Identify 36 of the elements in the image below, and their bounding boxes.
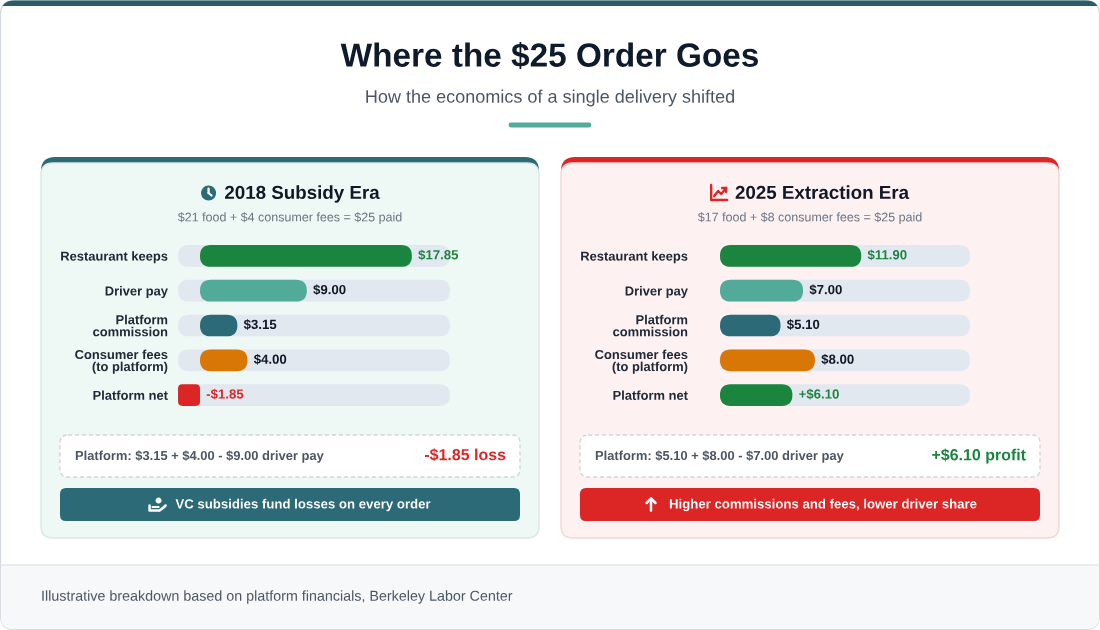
- text: Illustrative breakdown based on platform financials, Berkeley Labor Center: [42, 590, 513, 604]
- text: VC subsidies fund losses on every order: [175, 498, 431, 512]
- data-label: -$1.85: [206, 388, 244, 400]
- y-tick-label: Driver pay: [625, 286, 688, 299]
- chart-subtitle: $17 food + $8 consumer fees = $25 paid: [697, 212, 922, 224]
- y-tick-label: Consumer fees (to platform): [595, 349, 688, 374]
- data-label: $3.15: [243, 319, 277, 330]
- data-label: $17.85: [418, 249, 459, 261]
- text: Where the $25 Order Goes: [340, 41, 758, 70]
- y-tick-label: Restaurant keeps: [61, 251, 168, 264]
- y-tick-label: Consumer fees (to platform): [75, 349, 168, 374]
- text: +$6.10 profit: [932, 448, 1026, 464]
- y-tick-label: Restaurant keeps: [581, 251, 688, 264]
- data-label: $8.00: [821, 353, 854, 365]
- y-tick-label: Platform net: [613, 390, 688, 400]
- text: -$1.85 loss: [424, 448, 506, 462]
- data-label: $4.00: [253, 353, 287, 365]
- y-tick-label: Platform net: [93, 390, 168, 400]
- bar: [178, 384, 200, 406]
- data-label: $11.90: [867, 249, 907, 261]
- data-label: $9.00: [313, 284, 346, 296]
- text: How the economics of a single delivery shifted: [366, 89, 735, 107]
- data-label: $7.00: [809, 284, 842, 296]
- data-label: $5.10: [786, 319, 820, 330]
- chart-subtitle: $21 food + $4 consumer fees = $25 paid: [177, 212, 402, 224]
- chart-title: 2025 Extraction Era: [735, 185, 910, 200]
- y-tick-label: Platform commission: [613, 314, 688, 337]
- y-tick-label: Driver pay: [105, 286, 168, 299]
- y-tick-label: Platform commission: [93, 314, 168, 337]
- chart-title: 2018 Subsidy Era: [225, 185, 380, 203]
- text: Platform: $5.10 + $8.00 - $7.00 driver pay: [595, 450, 844, 463]
- bar: [720, 314, 781, 337]
- text: Platform: $3.15 + $4.00 - $9.00 driver pay: [75, 450, 324, 463]
- bar: [720, 384, 793, 406]
- data-label: +$6.10: [799, 388, 839, 400]
- text: Higher commissions and fees, lower driver share: [669, 498, 977, 512]
